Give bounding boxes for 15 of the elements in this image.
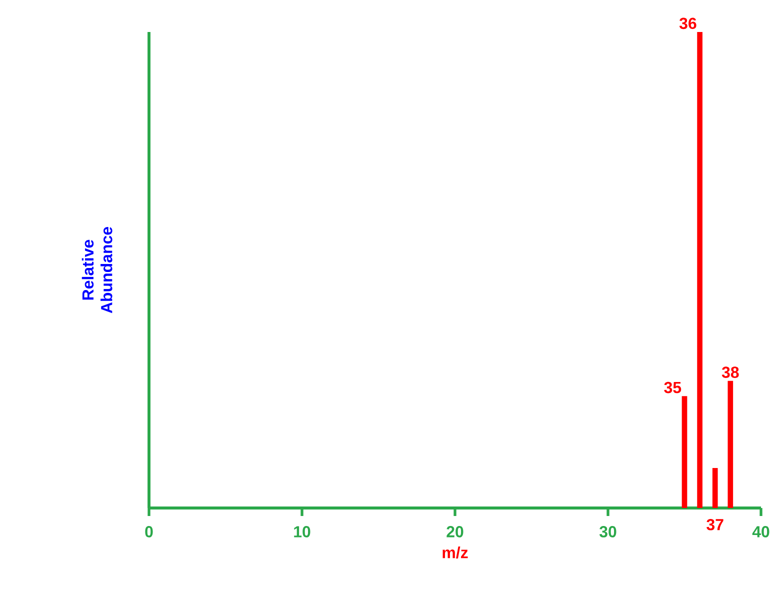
bar bbox=[712, 468, 718, 508]
x-axis-title: m/z bbox=[442, 546, 468, 558]
bar bbox=[697, 32, 702, 508]
y-axis-title: Relative Abundance bbox=[82, 226, 112, 314]
bar bbox=[728, 380, 734, 508]
annotation: 35 bbox=[664, 382, 682, 394]
annotation: 38 bbox=[722, 366, 739, 378]
x-tick-label: 0 bbox=[145, 526, 153, 538]
x-tick-label: 30 bbox=[599, 526, 616, 538]
bar bbox=[682, 396, 688, 508]
x-tick-label: 40 bbox=[752, 526, 770, 538]
x-tick-label: 20 bbox=[446, 526, 464, 538]
annotation: 37 bbox=[706, 518, 724, 530]
x-tick-label: 10 bbox=[294, 526, 310, 538]
annotation: 36 bbox=[679, 18, 696, 30]
